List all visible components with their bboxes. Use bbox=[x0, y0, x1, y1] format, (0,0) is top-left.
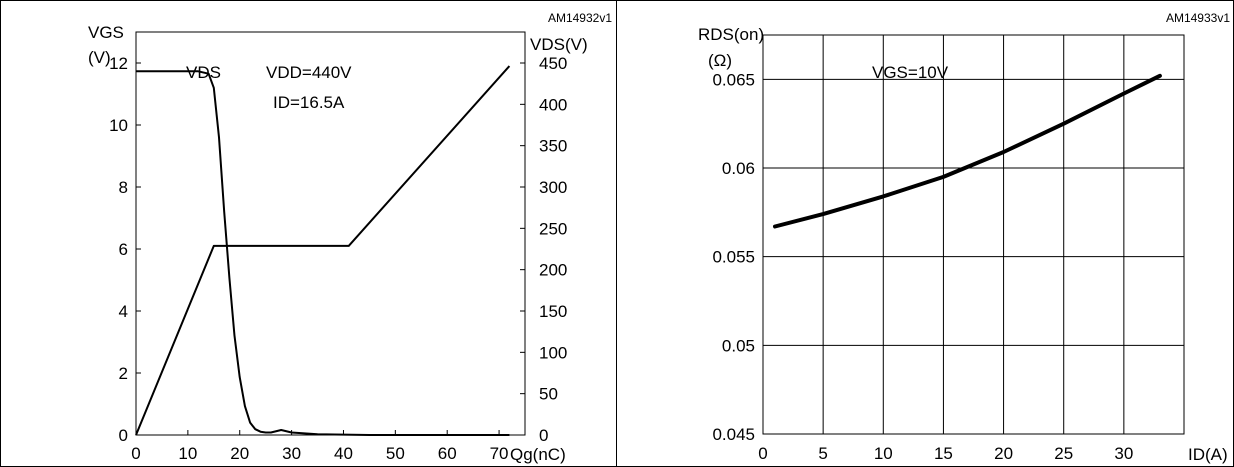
chart1-y-tick-label: 4 bbox=[119, 302, 128, 321]
chart2-x-tick-label: 30 bbox=[1114, 444, 1133, 463]
chart1-x-tick-label: 40 bbox=[334, 444, 353, 463]
chart1-right-tick-label: 400 bbox=[539, 95, 567, 114]
chart1-x-tick-label: 50 bbox=[386, 444, 405, 463]
chart2-ylabel: RDS(on) bbox=[698, 25, 764, 44]
chart2-x-tick-label: 5 bbox=[818, 444, 827, 463]
rds-on-chart: 0 5 10 15 20 25 30 0.045 0.05 0.055 0.06 0.065 AM1… bbox=[698, 11, 1230, 464]
chart2-rds-line bbox=[773, 73, 1162, 229]
chart2-y-tick-label: 0.06 bbox=[722, 159, 755, 178]
chart1-right-tick-label: 300 bbox=[539, 178, 567, 197]
chart1-y-tick-label: 8 bbox=[119, 178, 128, 197]
chart1-y-tick-label: 2 bbox=[119, 364, 128, 383]
chart1-ylabel-unit: (V) bbox=[88, 48, 111, 67]
chart2-plot-area bbox=[762, 34, 1185, 435]
chart2-y-tick-labels: 0.045 0.05 0.055 0.06 0.065 bbox=[712, 70, 755, 444]
chart2-series bbox=[773, 73, 1162, 229]
chart1-x-tick-label: 60 bbox=[438, 444, 457, 463]
chart2-x-tick-label: 20 bbox=[994, 444, 1013, 463]
chart1-y-tick-label: 10 bbox=[109, 116, 128, 135]
chart2-y-tick-label: 0.05 bbox=[722, 336, 755, 355]
chart1-vds-line bbox=[136, 70, 510, 436]
chart2-figure-id: AM14933v1 bbox=[1166, 11, 1230, 25]
chart1-x-tick-label: 70 bbox=[490, 444, 509, 463]
chart1-xlabel: Qg(nC) bbox=[510, 445, 566, 464]
chart2-y-tick-label: 0.065 bbox=[712, 70, 755, 89]
chart1-ylabel-right: VDS(V) bbox=[530, 35, 588, 54]
chart2-grid bbox=[763, 35, 1184, 434]
chart1-y-tick-label: 12 bbox=[109, 54, 128, 73]
chart1-right-tick-label: 450 bbox=[539, 54, 567, 73]
chart1-right-tick-label: 100 bbox=[539, 343, 567, 362]
chart2-y-tick-label: 0.045 bbox=[712, 425, 755, 444]
chart2-xlabel: ID(A) bbox=[1188, 445, 1228, 464]
chart2-ylabel-unit: (Ω) bbox=[708, 51, 732, 70]
chart1-x-tick-labels: 0 10 20 30 40 50 60 70 bbox=[131, 430, 509, 463]
chart1-right-tick-labels: 0 50 100 150 200 250 300 350 400 450 bbox=[520, 54, 567, 445]
chart1-x-tick-label: 20 bbox=[230, 444, 249, 463]
chart2-x-tick-label: 25 bbox=[1054, 444, 1073, 463]
chart1-right-tick-label: 200 bbox=[539, 261, 567, 280]
chart1-annotation-id: ID=16.5A bbox=[273, 93, 345, 112]
chart1-y-tick-label: 0 bbox=[119, 426, 128, 445]
chart2-y-tick-label: 0.055 bbox=[712, 248, 755, 267]
chart1-right-tick-label: 0 bbox=[539, 426, 548, 445]
chart1-right-tick-label: 350 bbox=[539, 137, 567, 156]
chart1-y-tick-label: 6 bbox=[119, 240, 128, 259]
chart1-right-tick-label: 150 bbox=[539, 302, 567, 321]
chart1-series bbox=[135, 65, 511, 436]
gate-charge-chart: 0 10 20 30 40 50 60 70 0 2 4 6 8 10 12 0 50 100 150 200 25… bbox=[88, 11, 612, 464]
chart1-vgs-line bbox=[135, 65, 511, 436]
chart2-x-tick-label: 10 bbox=[874, 444, 893, 463]
chart1-figure-id: AM14932v1 bbox=[548, 11, 612, 25]
chart2-x-tick-labels: 0 5 10 15 20 25 30 bbox=[758, 444, 1133, 463]
chart2-x-tick-label: 15 bbox=[934, 444, 953, 463]
chart1-annotation-vds: VDS bbox=[186, 63, 221, 82]
chart1-annotation-vdd: VDD=440V bbox=[266, 63, 352, 82]
chart2-x-tick-label: 0 bbox=[758, 444, 767, 463]
chart1-right-tick-label: 50 bbox=[539, 385, 558, 404]
chart1-ylabel: VGS bbox=[88, 23, 124, 42]
chart1-right-tick-label: 250 bbox=[539, 219, 567, 238]
chart2-annotation-vgs: VGS=10V bbox=[872, 63, 949, 82]
chart1-x-tick-label: 10 bbox=[178, 444, 197, 463]
chart1-x-tick-label: 30 bbox=[282, 444, 301, 463]
chart1-y-tick-labels: 0 2 4 6 8 10 12 bbox=[109, 54, 141, 445]
chart1-x-tick-label: 0 bbox=[131, 444, 140, 463]
